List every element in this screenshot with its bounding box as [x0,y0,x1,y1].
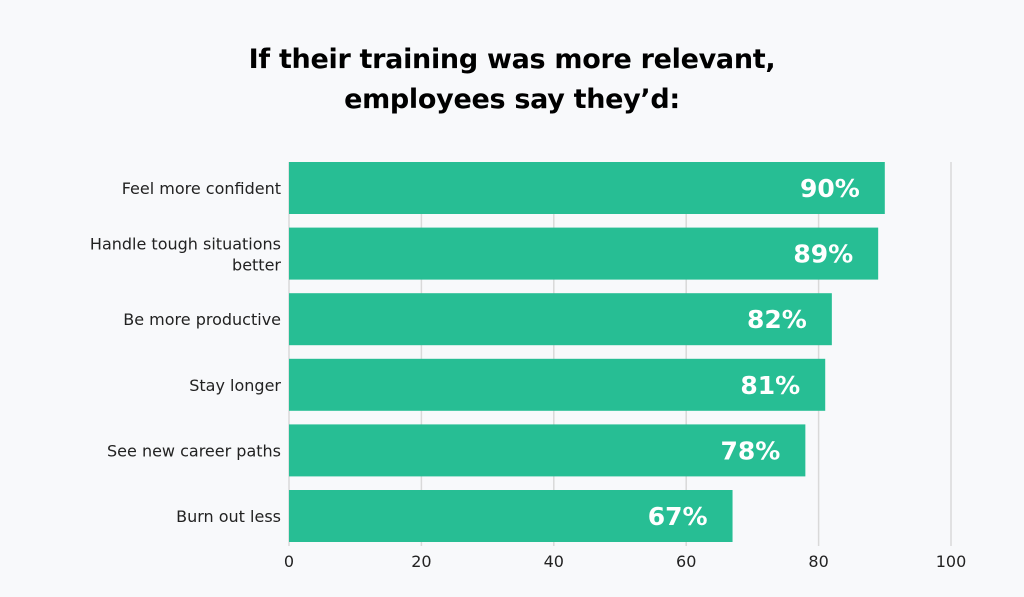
x-tick-label: 40 [544,552,564,571]
data-label: 81% [740,371,800,400]
category-label: Handle tough situations [90,235,281,254]
x-tick-label: 20 [411,552,431,571]
category-label: Be more productive [123,310,281,329]
data-label: 82% [747,305,807,334]
category-label: Burn out less [176,507,281,526]
category-label: Feel more confident [122,179,281,198]
category-label: better [232,256,281,275]
bar [289,358,826,411]
category-label: Stay longer [189,376,281,395]
category-label: See new career paths [107,441,281,460]
x-tick-label: 100 [936,552,967,571]
data-label: 89% [793,240,853,269]
x-tick-label: 80 [808,552,828,571]
bar [289,490,733,542]
title-line-1: If their training was more relevant, [248,44,776,75]
x-tick-label: 0 [284,552,294,571]
bar [289,227,879,280]
data-label: 78% [721,436,781,465]
bar [289,162,885,214]
bar [289,424,806,477]
data-label: 90% [800,174,860,203]
x-tick-label: 60 [676,552,696,571]
chart-title: If their training was more relevant, emp… [0,40,1024,120]
data-label: 67% [648,502,708,531]
bar [289,293,832,346]
title-line-2: employees say they’d: [344,84,680,115]
